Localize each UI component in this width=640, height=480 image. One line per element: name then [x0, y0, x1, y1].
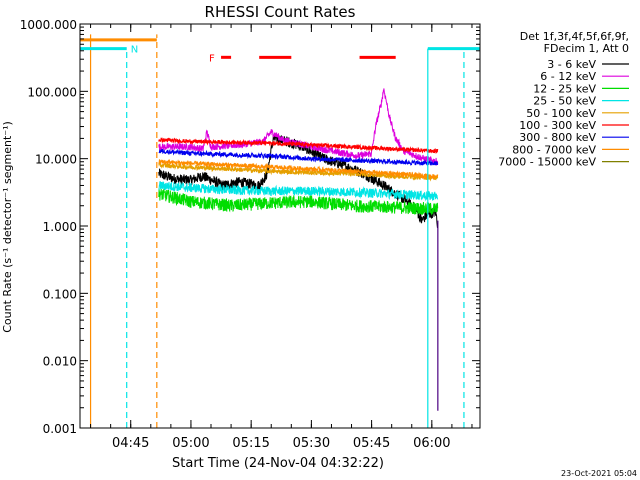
y-tick-label-2: 0.100 [43, 287, 77, 301]
legend-label-8: 7000 - 15000 keV [498, 156, 596, 169]
series-line-7 [158, 158, 439, 181]
y-tick-label-1: 0.010 [43, 355, 77, 369]
series-line-6 [158, 148, 439, 167]
series-line-5 [158, 137, 439, 155]
legend-label-4: 50 - 100 keV [526, 107, 596, 120]
y-tick-label-6: 1000.000 [20, 18, 77, 32]
series-line-2 [158, 188, 439, 216]
y-tick-label-3: 1.000 [43, 220, 77, 234]
footer-timestamp: 23-Oct-2021 05:04 [561, 469, 637, 478]
legend-label-1: 6 - 12 keV [540, 70, 596, 83]
plot-frame [79, 23, 481, 429]
legend-label-7: 800 - 7000 keV [512, 143, 596, 156]
flag-label-2: F [209, 53, 215, 64]
plot-area: N F 0.001 0.010 0.100 1.000 10.000 100.000 1000.… [20, 18, 481, 451]
legend-header-line-2: FDecim 1, Att 0 [544, 42, 629, 55]
x-tick-label-3: 05:30 [293, 436, 330, 451]
x-tick-label-2: 05:15 [232, 436, 269, 451]
legend-label-0: 3 - 6 keV [547, 58, 596, 71]
x-tick-label-4: 05:45 [353, 436, 390, 451]
x-tick-label-5: 06:00 [413, 436, 450, 451]
flag-label-1: N [131, 45, 138, 56]
chart-title: RHESSI Count Rates [205, 3, 356, 21]
y-axis-label: Count Rate (s⁻¹ detector⁻¹ segment⁻¹) [1, 121, 14, 333]
legend-label-5: 100 - 300 keV [519, 119, 596, 132]
y-tick-label-0: 0.001 [43, 422, 77, 436]
x-axis-label: Start Time (24-Nov-04 04:32:22) [172, 456, 384, 471]
legend-label-2: 12 - 25 keV [533, 82, 596, 95]
series-line-3 [158, 181, 439, 202]
series-line-4 [158, 162, 439, 182]
legend-header-line-1: Det 1f,3f,4f,5f,6f,9f, [520, 30, 629, 43]
y-tick-label-5: 100.000 [27, 85, 77, 99]
y-tick-label-4: 10.000 [35, 153, 77, 167]
x-tick-label-0: 04:45 [112, 436, 149, 451]
legend-label-6: 300 - 800 keV [519, 131, 596, 144]
series-line-0 [158, 133, 439, 229]
legend-label-3: 25 - 50 keV [533, 95, 596, 108]
x-tick-label-1: 05:00 [172, 436, 209, 451]
